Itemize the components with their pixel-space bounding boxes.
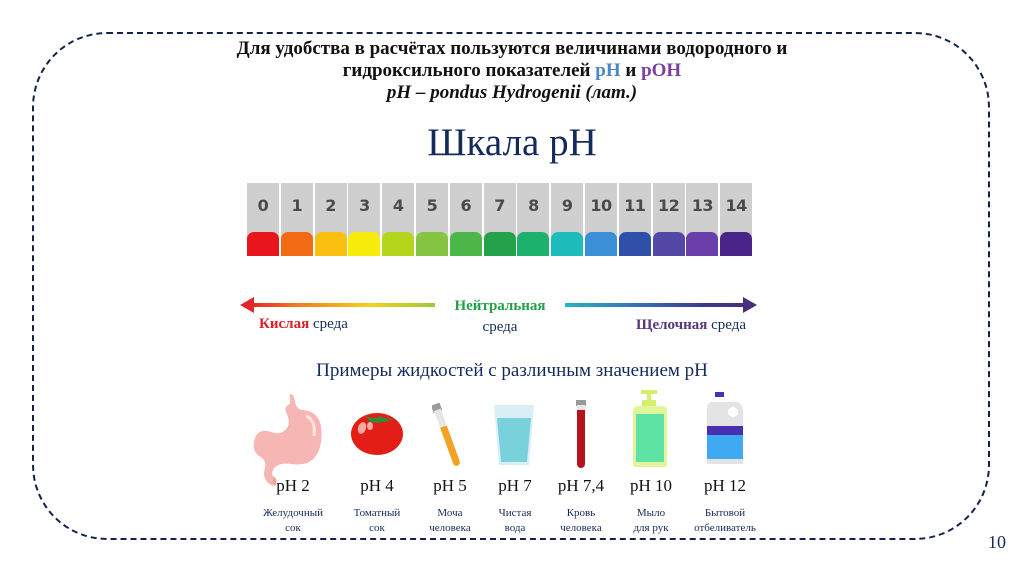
ph-tile-8: 8	[517, 183, 550, 256]
example-ph-value: pH 2	[276, 476, 310, 495]
test-tube-blood-icon	[576, 400, 586, 468]
alkali-environment-label: Щелочная среда	[636, 317, 747, 333]
neutral-environment-label: Нейтральная среда	[454, 298, 546, 335]
arrow-left-icon	[240, 297, 254, 313]
ph-color-swatch	[416, 232, 448, 256]
page-number: 10	[988, 532, 1006, 552]
example-description: Мыло для рук	[633, 507, 669, 534]
bleach-bottle-icon	[707, 392, 743, 464]
examples-row: pH 2 Желудочный сок pH 4 Томатный сок pH 5 Моча…	[0, 390, 1024, 542]
soap-dispenser-icon	[633, 390, 667, 467]
ph-tile-number: 1	[291, 196, 303, 215]
ph-term: pH	[595, 60, 621, 81]
ph-tile-number: 8	[528, 196, 539, 215]
poh-term: pOH	[641, 60, 682, 81]
ph-tile-4: 4	[382, 183, 415, 256]
ph-tile-10: 10	[585, 183, 617, 256]
header-line-1: Для удобства в расчётах пользуются велич…	[236, 38, 788, 59]
ph-color-swatch	[382, 232, 415, 256]
ph-tile-number: 12	[657, 196, 680, 215]
ph-tile-7: 7	[483, 183, 516, 256]
ph-tile-number: 11	[624, 196, 646, 215]
ph-color-swatch	[449, 232, 482, 256]
ph-tile-number: 9	[561, 196, 573, 215]
ph-tile-number: 14	[725, 196, 748, 215]
ph-tile-0: 0	[247, 183, 279, 256]
example-description: Бытовой отбеливатель	[694, 507, 756, 534]
ph-scale-tiles: 0 1 2 3 4 5 6 7 8 9 10 11 12 13 14	[247, 183, 757, 256]
ph-tile-number: 0	[257, 196, 269, 215]
environment-arrows	[240, 295, 760, 315]
ph-tile-3: 3	[348, 183, 381, 256]
example-ph-value: pH 5	[433, 476, 467, 495]
stomach-icon	[253, 394, 322, 486]
ph-color-swatch	[280, 232, 313, 256]
example-description: Томатный сок	[353, 507, 401, 534]
ph-tile-number: 13	[691, 196, 714, 215]
ph-tile-14: 14	[720, 183, 753, 256]
scale-title: Шкала pH	[427, 121, 597, 164]
slide-header: Для удобства в расчётах пользуются велич…	[150, 38, 874, 104]
ph-color-swatch	[618, 232, 651, 256]
tomato-icon	[351, 413, 403, 455]
ph-color-swatch	[585, 232, 617, 256]
example-ph-value: pH 10	[629, 476, 673, 495]
ph-tile-number: 5	[426, 196, 438, 215]
ph-color-swatch	[551, 232, 584, 256]
arrow-right-icon	[743, 297, 757, 313]
ph-tile-5: 5	[416, 183, 448, 256]
example-description: Кровь человека	[560, 507, 602, 534]
ph-tile-6: 6	[449, 183, 482, 256]
ph-color-swatch	[517, 232, 550, 256]
ph-tile-12: 12	[652, 183, 685, 256]
ph-tile-11: 11	[618, 183, 651, 256]
ph-color-swatch	[314, 232, 347, 256]
ph-tile-2: 2	[314, 183, 347, 256]
example-description: Желудочный сок	[263, 507, 323, 534]
example-ph-value: pH 4	[360, 476, 394, 495]
ph-color-swatch	[483, 232, 516, 256]
slide-dashed-frame	[32, 32, 990, 540]
example-ph-value: pH 7,4	[557, 476, 605, 495]
ph-tile-number: 10	[590, 196, 612, 215]
examples-title: Примеры жидкостей с различным значением …	[316, 360, 708, 381]
ph-tile-number: 2	[325, 196, 336, 215]
ph-tile-13: 13	[686, 183, 719, 256]
alkali-gradient-line	[565, 303, 747, 307]
example-description: Чистая вода	[498, 507, 532, 534]
ph-color-swatch	[348, 232, 381, 256]
ph-color-swatch	[686, 232, 719, 256]
acid-gradient-line	[250, 303, 435, 307]
header-line-3: pH – pondus Hydrogenii (лат.)	[386, 82, 638, 103]
header-line-2: гидроксильного показателей pH и pOH	[342, 60, 682, 81]
ph-color-swatch	[652, 232, 685, 256]
ph-tile-number: 3	[359, 196, 370, 215]
example-description: Моча человека	[429, 507, 471, 534]
ph-color-swatch	[247, 232, 279, 256]
ph-tile-number: 4	[392, 196, 404, 215]
ph-tile-1: 1	[280, 183, 313, 256]
ph-tile-9: 9	[551, 183, 584, 256]
ph-tile-number: 6	[460, 196, 472, 215]
example-ph-value: pH 12	[703, 476, 747, 495]
test-tube-yellow-icon	[432, 402, 460, 466]
example-ph-value: pH 7	[498, 476, 532, 495]
water-glass-icon	[494, 405, 534, 465]
ph-color-swatch	[720, 232, 753, 256]
ph-tile-number: 7	[494, 196, 505, 215]
acid-environment-label: Кислая среда	[259, 316, 348, 332]
